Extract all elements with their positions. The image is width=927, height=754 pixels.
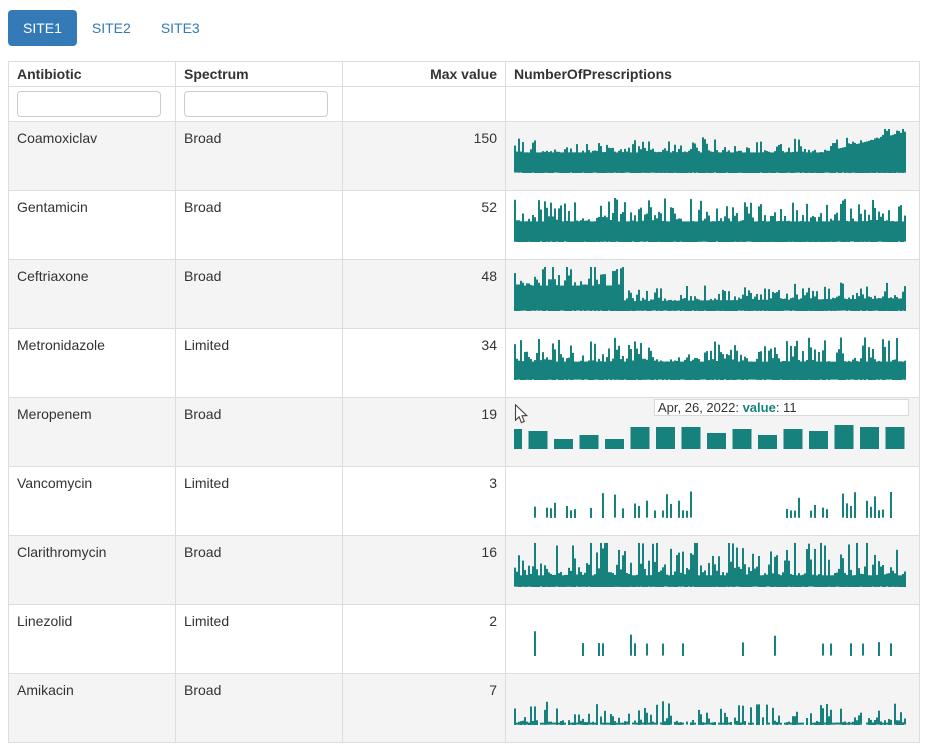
- site-tabs: SITE1 SITE2 SITE3: [8, 10, 919, 46]
- spectrum-value: Broad: [175, 190, 343, 260]
- table-row-linezolid: Linezolid Limited 2: [8, 604, 920, 674]
- antibiotic-name: Ceftriaxone: [8, 259, 176, 329]
- max-value: 19: [342, 397, 506, 467]
- max-value: 7: [342, 673, 506, 743]
- filter-cell-empty-max: [342, 86, 506, 122]
- max-value: 2: [342, 604, 506, 674]
- antibiotic-name: Gentamicin: [8, 190, 176, 260]
- filter-row: [8, 86, 920, 122]
- header-row: Antibiotic Spectrum Max value NumberOfPr…: [8, 61, 920, 87]
- tooltip-value: : 11: [775, 400, 797, 415]
- table-row-clarithromycin: Clarithromycin Broad 16: [8, 535, 920, 605]
- antibiotic-name: Vancomycin: [8, 466, 176, 536]
- tab-site3[interactable]: SITE3: [146, 10, 215, 46]
- table-row-amikacin: Amikacin Broad 7: [8, 673, 920, 743]
- sparkline-ceftriaxone[interactable]: [514, 262, 906, 312]
- column-header-max-value: Max value: [342, 61, 506, 87]
- sparkline-metronidazole[interactable]: [514, 331, 906, 381]
- max-value: 34: [342, 328, 506, 398]
- column-header-prescriptions: NumberOfPrescriptions: [505, 61, 920, 87]
- tab-site1[interactable]: SITE1: [8, 10, 77, 46]
- antibiotic-name: Amikacin: [8, 673, 176, 743]
- antibiotic-name: Metronidazole: [8, 328, 176, 398]
- tooltip-key: value: [742, 400, 776, 415]
- column-header-spectrum: Spectrum: [175, 61, 343, 87]
- max-value: 52: [342, 190, 506, 260]
- sparkline-coamoxiclav[interactable]: [514, 124, 906, 174]
- max-value: 150: [342, 121, 506, 191]
- column-header-antibiotic: Antibiotic: [8, 61, 176, 87]
- tab-site1-label[interactable]: SITE1: [8, 10, 77, 46]
- spectrum-value: Limited: [175, 328, 343, 398]
- filter-cell-empty-spark: [505, 86, 920, 122]
- sparkline-gentamicin[interactable]: [514, 193, 906, 243]
- spectrum-value: Broad: [175, 259, 343, 329]
- table-row-gentamicin: Gentamicin Broad 52: [8, 190, 920, 260]
- max-value: 3: [342, 466, 506, 536]
- tooltip-date: Apr, 26, 2022:: [658, 400, 743, 415]
- mouse-cursor-icon: [514, 404, 528, 424]
- sparkline-linezolid[interactable]: [514, 607, 906, 657]
- spectrum-filter-input[interactable]: [184, 91, 328, 117]
- antibiotic-name: Meropenem: [8, 397, 176, 467]
- tab-site2-label[interactable]: SITE2: [91, 20, 131, 36]
- max-value: 16: [342, 535, 506, 605]
- table-row-meropenem: Meropenem Broad 19 Apr, 26, 2022: value:…: [8, 397, 920, 467]
- spectrum-value: Limited: [175, 604, 343, 674]
- max-value: 48: [342, 259, 506, 329]
- antibiotic-name: Coamoxiclav: [8, 121, 176, 191]
- table-row-ceftriaxone: Ceftriaxone Broad 48: [8, 259, 920, 329]
- sparkline-meropenem[interactable]: Apr, 26, 2022: value: 11: [514, 399, 909, 450]
- antibiotics-table: Antibiotic Spectrum Max value NumberOfPr…: [8, 61, 920, 743]
- table-row-metronidazole: Metronidazole Limited 34: [8, 328, 920, 398]
- sparkline-amikacin[interactable]: [514, 676, 906, 726]
- spectrum-value: Broad: [175, 121, 343, 191]
- spectrum-value: Broad: [175, 535, 343, 605]
- tab-site3-label[interactable]: SITE3: [160, 20, 200, 36]
- spectrum-value: Broad: [175, 673, 343, 743]
- table-row-vancomycin: Vancomycin Limited 3: [8, 466, 920, 536]
- sparkline-tooltip: Apr, 26, 2022: value: 11: [654, 399, 909, 416]
- sparkline-vancomycin[interactable]: [514, 469, 906, 519]
- antibiotic-name: Clarithromycin: [8, 535, 176, 605]
- tab-site2[interactable]: SITE2: [77, 10, 146, 46]
- sparkline-clarithromycin[interactable]: [514, 538, 906, 588]
- spectrum-value: Broad: [175, 397, 343, 467]
- table-row-coamoxiclav: Coamoxiclav Broad 150: [8, 121, 920, 191]
- spectrum-value: Limited: [175, 466, 343, 536]
- antibiotic-name: Linezolid: [8, 604, 176, 674]
- antibiotic-filter-input[interactable]: [17, 91, 161, 117]
